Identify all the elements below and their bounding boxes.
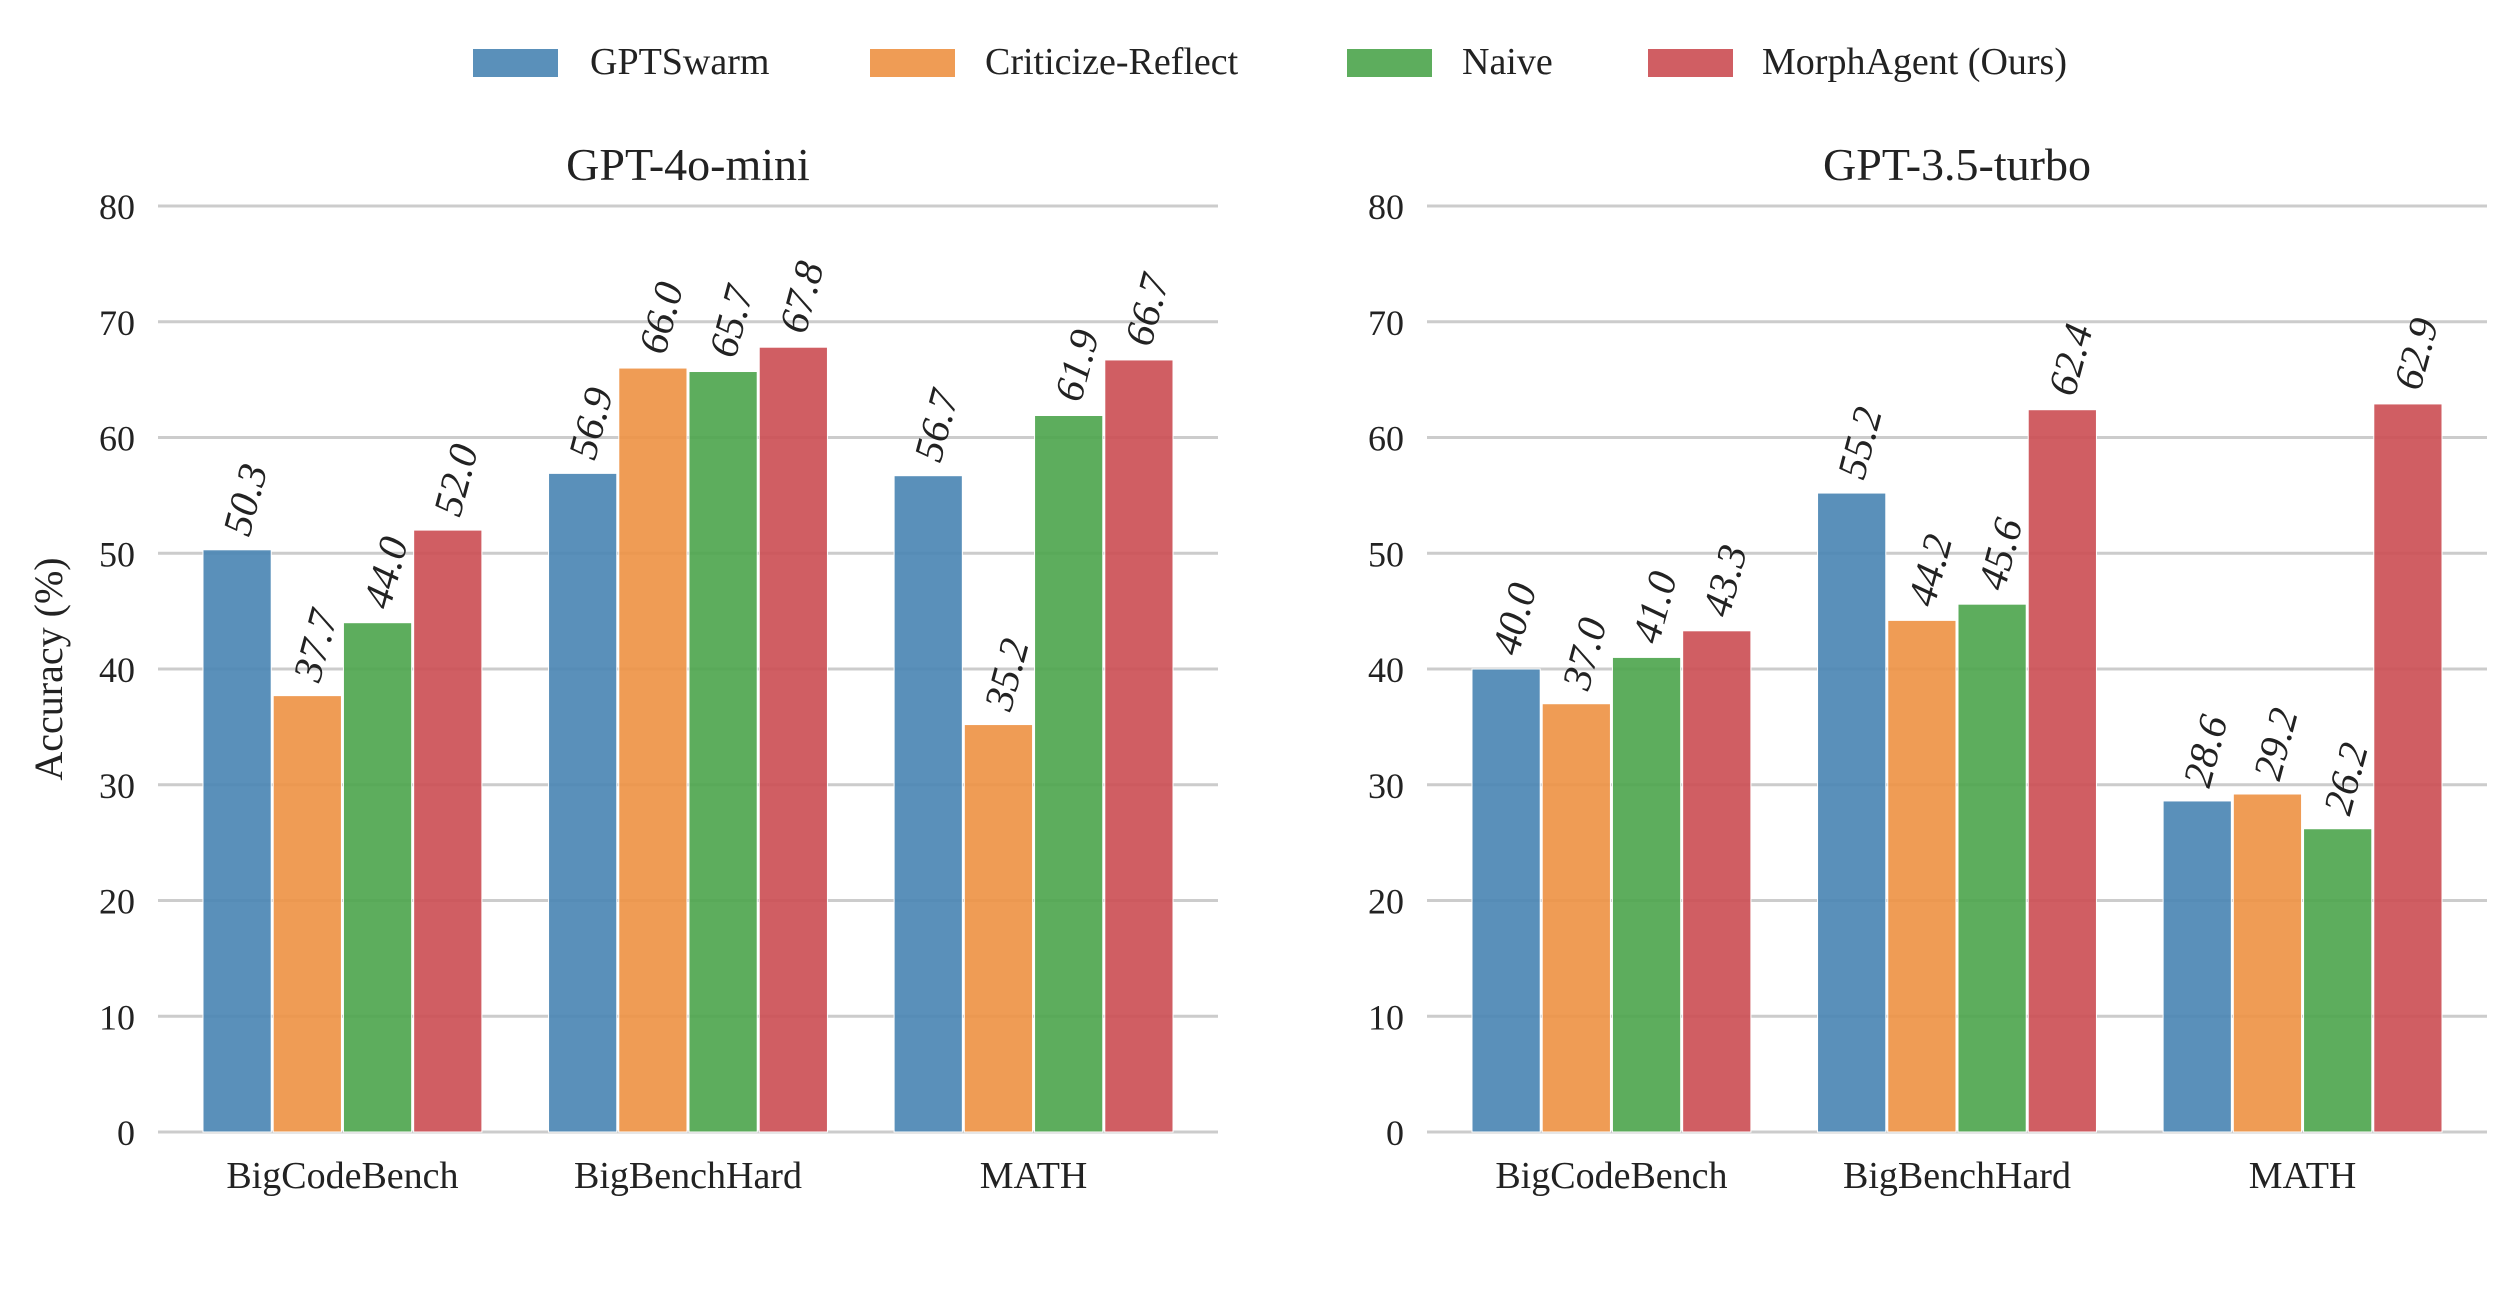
bar-criticize-reflect-math xyxy=(2232,793,2303,1133)
bar-group-math: 28.6 29.2 26.2 62.9 xyxy=(2162,313,2447,1133)
data-label: 66.7 xyxy=(1115,268,1178,351)
legend-swatch xyxy=(1347,49,1432,77)
data-label: 56.9 xyxy=(559,383,622,464)
legend-label: Criticize-Reflect xyxy=(985,41,1239,83)
bar-criticize-reflect-bigcodebench xyxy=(272,695,342,1133)
chart-panel-gpt-3-5-turbo: GPT-3.5-turbo 0 10 20 30 40 50 60 70 80 40.0 37.041… xyxy=(1368,139,2487,1197)
bar-naive-math xyxy=(1034,415,1104,1133)
bar-gptswarm-bigbenchhard xyxy=(548,472,618,1133)
data-label: 28.6 xyxy=(2173,710,2236,792)
data-label: 50.3 xyxy=(213,459,276,540)
bar-naive-bigbenchhard xyxy=(1957,603,2027,1133)
data-label: 62.4 xyxy=(2039,319,2102,400)
legend-item-criticize-reflect: Criticize-Reflect xyxy=(870,41,1239,83)
y-tick-label: 30 xyxy=(1368,766,1404,806)
data-label: 67.8 xyxy=(770,256,833,338)
bar-morphagent-ours-bigcodebench xyxy=(1682,630,1752,1133)
data-label: 62.9 xyxy=(2384,313,2447,394)
data-label: 40.0 xyxy=(1482,578,1545,659)
y-tick-label: 10 xyxy=(1368,997,1404,1037)
x-tick-label: BigBenchHard xyxy=(1843,1155,2071,1197)
y-tick-label: 50 xyxy=(99,534,135,574)
legend-swatch xyxy=(870,49,955,77)
bar-group-bigbenchhard: 56.966.0 65.7 67.8 xyxy=(548,256,833,1133)
data-label: 44.0 xyxy=(354,532,417,613)
y-tick-label: 70 xyxy=(1368,303,1404,343)
y-tick-label: 60 xyxy=(1368,419,1404,459)
bar-naive-math xyxy=(2303,828,2373,1133)
data-label: 55.2 xyxy=(1828,402,1891,483)
x-tick-label: BigCodeBench xyxy=(1495,1155,1727,1197)
data-label: 66.0 xyxy=(629,277,692,358)
legend-item-naive: Naive xyxy=(1347,41,1553,83)
legend-swatch xyxy=(473,49,558,77)
y-tick-label: 60 xyxy=(99,419,135,459)
bar-group-bigcodebench: 40.0 37.041.0 43.3 xyxy=(1471,540,1756,1133)
x-tick-label: BigCodeBench xyxy=(226,1155,458,1197)
bar-morphagent-ours-bigbenchhard xyxy=(758,346,828,1133)
x-tick-label: MATH xyxy=(2249,1155,2357,1197)
data-label: 56.7 xyxy=(904,383,967,466)
data-label: 61.9 xyxy=(1045,325,1108,406)
legend-label: MorphAgent (Ours) xyxy=(1762,41,2067,83)
chart-title: GPT-3.5-turbo xyxy=(1823,139,2091,190)
y-tick-label: 40 xyxy=(1368,650,1404,690)
bar-criticize-reflect-bigbenchhard xyxy=(1887,619,1957,1133)
bar-group-bigbenchhard: 55.244.2 45.6 62.4 xyxy=(1817,319,2102,1133)
bar-morphagent-ours-math xyxy=(1104,359,1174,1133)
chart-title: GPT-4o-mini xyxy=(566,139,810,190)
y-tick-label: 20 xyxy=(1368,882,1404,922)
bar-gptswarm-math xyxy=(2162,800,2232,1133)
bar-morphagent-ours-bigbenchhard xyxy=(2027,409,2097,1133)
chart-panels: GPT-4o-mini 0 10 20 30 40 50 60 70 80 Accuracy (%)… xyxy=(26,139,2487,1197)
data-label: 29.2 xyxy=(2244,703,2307,784)
bar-group-math: 56.7 35.2 61.966.7 xyxy=(893,268,1179,1133)
bar-gptswarm-bigcodebench xyxy=(202,549,272,1133)
y-tick-label: 0 xyxy=(117,1113,135,1153)
legend-label: Naive xyxy=(1462,41,1553,83)
data-label: 44.2 xyxy=(1898,530,1961,611)
data-label: 37.7 xyxy=(283,603,347,687)
y-tick-label: 80 xyxy=(99,187,135,227)
bar-naive-bigcodebench xyxy=(1611,656,1682,1133)
bar-criticize-reflect-math xyxy=(963,724,1034,1133)
data-label: 52.0 xyxy=(424,439,487,520)
legend-label: GPTSwarm xyxy=(590,41,769,83)
bar-gptswarm-math xyxy=(893,475,963,1133)
y-tick-label: 10 xyxy=(99,997,135,1037)
data-label: 35.2 xyxy=(974,634,1037,716)
y-tick-label: 50 xyxy=(1368,534,1404,574)
data-label: 45.6 xyxy=(1968,513,2031,595)
legend-swatch xyxy=(1648,49,1733,77)
data-label: 26.2 xyxy=(2314,738,2377,819)
bar-naive-bigbenchhard xyxy=(688,371,758,1133)
x-tick-label: BigBenchHard xyxy=(574,1155,802,1197)
y-tick-label: 30 xyxy=(99,766,135,806)
data-label: 65.7 xyxy=(699,279,762,362)
bar-criticize-reflect-bigcodebench xyxy=(1541,703,1611,1133)
legend-item-gptswarm: GPTSwarm xyxy=(473,41,769,83)
x-tick-label: MATH xyxy=(980,1155,1088,1197)
bar-gptswarm-bigbenchhard xyxy=(1817,492,1887,1133)
y-tick-label: 20 xyxy=(99,882,135,922)
y-axis-label: Accuracy (%) xyxy=(26,557,71,780)
bar-gptswarm-bigcodebench xyxy=(1471,668,1541,1133)
legend: GPTSwarm Criticize-Reflect Naive MorphAgent… xyxy=(473,41,2067,83)
bar-group-bigcodebench: 50.337.744.052.0 xyxy=(202,439,487,1133)
y-tick-label: 70 xyxy=(99,303,135,343)
y-tick-label: 80 xyxy=(1368,187,1404,227)
chart-panel-gpt-4o-mini: GPT-4o-mini 0 10 20 30 40 50 60 70 80 Accuracy (%)… xyxy=(26,139,1218,1197)
legend-item-morphagent-ours: MorphAgent (Ours) xyxy=(1648,41,2067,83)
y-tick-label: 40 xyxy=(99,650,135,690)
bar-criticize-reflect-bigbenchhard xyxy=(618,367,688,1133)
bar-morphagent-ours-math xyxy=(2373,403,2443,1133)
data-label: 41.0 xyxy=(1623,567,1686,648)
bar-naive-bigcodebench xyxy=(342,622,413,1133)
data-label: 37.0 xyxy=(1552,613,1615,695)
bar-morphagent-ours-bigcodebench xyxy=(413,529,483,1133)
y-tick-label: 0 xyxy=(1386,1113,1404,1153)
